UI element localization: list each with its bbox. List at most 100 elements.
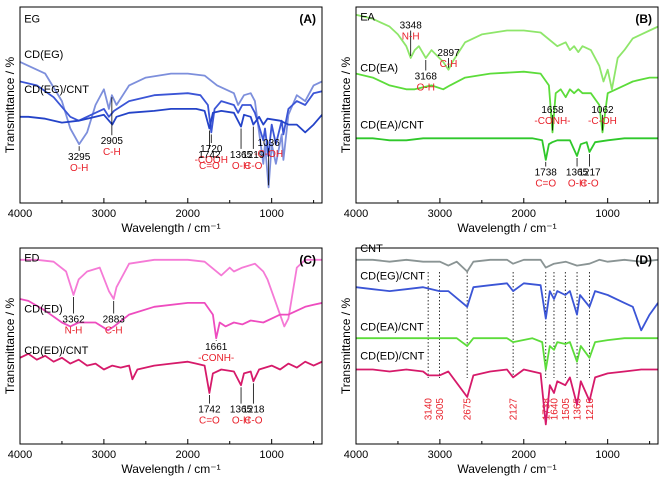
panel-tag: (C)	[299, 253, 316, 267]
peak-wavenumber: 1738	[535, 168, 558, 179]
peak-assignment: -CONH-	[198, 353, 234, 364]
peak-wavenumber: 1365	[230, 150, 253, 161]
series-label: EG	[24, 14, 40, 26]
peak-assignment: -CONH-	[534, 116, 570, 127]
peak-wavenumber: 2883	[103, 314, 126, 325]
peak-wavenumber: 1219	[242, 150, 265, 161]
x-tick-label: 4000	[8, 449, 32, 461]
x-tick-label: 3000	[428, 208, 452, 220]
peak-assignment: O-H	[232, 161, 250, 172]
panel-tag: (B)	[635, 12, 652, 26]
peak-assignment: C-O	[580, 179, 599, 190]
plot-frame	[355, 6, 659, 204]
x-tick-label: 2000	[176, 208, 200, 220]
x-tick-label: 2000	[176, 449, 200, 461]
x-axis-title: Wavelength / cm⁻¹	[457, 462, 556, 476]
x-axis-title: Wavelength / cm⁻¹	[121, 462, 220, 476]
peak-wavenumber: 1365	[566, 168, 589, 179]
peak-wavenumber: 1062	[591, 105, 614, 116]
peak-assignment: O-H	[70, 163, 88, 174]
x-tick-label: 3000	[428, 449, 452, 461]
spectrum-cd-eg-cnt	[20, 108, 322, 134]
peak-assignment: -C-OH	[588, 116, 617, 127]
spectrum-ed	[20, 258, 322, 328]
spectrum-cd-ed-cnt	[20, 352, 322, 394]
peak-assignment: C-H	[105, 325, 123, 336]
y-axis-title: Transmittance / %	[3, 57, 17, 154]
panel-tag: (A)	[299, 12, 316, 26]
spectrum-cd-ea-cnt	[356, 137, 658, 161]
y-axis-title: Transmittance / %	[3, 298, 17, 395]
plot-frame	[19, 247, 323, 445]
peak-wavenumber: 1218	[242, 405, 265, 416]
plot-frame	[19, 6, 323, 204]
panel-b: EACD(EA)CD(EA)/CNT3348N-H3168O-H2897C-H1…	[339, 6, 659, 235]
peak-wavenumber: 2897	[437, 48, 460, 59]
reference-label-2127: 2127	[509, 398, 520, 421]
peak-assignment: O-H	[568, 179, 586, 190]
peak-wavenumber: 1658	[541, 105, 564, 116]
reference-label-1505: 1505	[561, 398, 572, 421]
reference-label-3140: 3140	[424, 398, 435, 421]
reference-label-2675: 2675	[463, 398, 474, 421]
spectrum-cd-eg	[20, 80, 322, 157]
x-tick-label: 1000	[259, 208, 283, 220]
peak-assignment: O-H	[232, 416, 250, 427]
y-axis-title: Transmittance / %	[339, 298, 353, 395]
series-label: CNT	[360, 243, 383, 255]
peak-assignment: O-H	[417, 83, 435, 94]
series-label: CD(ED)	[24, 304, 63, 316]
reference-label-1640: 1640	[549, 398, 560, 421]
spectrum-cnt	[356, 258, 658, 273]
series-label: CD(EA)/CNT	[360, 120, 424, 132]
peak-wavenumber: 3295	[68, 152, 91, 163]
series-label: CD(EA)	[360, 63, 398, 75]
peak-wavenumber: 1365	[230, 405, 253, 416]
peak-wavenumber: 3348	[400, 21, 423, 32]
series-label: CD(EG)	[24, 49, 63, 61]
spectrum-eg	[20, 61, 322, 189]
peak-wavenumber: 3168	[415, 72, 438, 83]
series-label: CD(ED)/CNT	[24, 345, 88, 357]
peak-wavenumber: 1742	[198, 150, 221, 161]
plot-frame	[355, 247, 659, 445]
peak-assignment: C-H	[440, 59, 458, 70]
peak-assignment: N-H	[65, 325, 83, 336]
series-label: CD(EG)/CNT	[360, 270, 425, 282]
peak-assignment: C-H	[103, 147, 121, 158]
x-tick-label: 2000	[512, 449, 536, 461]
series-label: CD(EA)/CNT	[360, 321, 424, 333]
peak-assignment: C=O	[199, 161, 220, 172]
spectrum-cd-eg-cnt	[356, 282, 658, 332]
panel-a: EGCD(EG)CD(EG)/CNT3295O-H2905C-H1036-C-O…	[3, 6, 323, 235]
peak-assignment: -COOH	[195, 155, 228, 166]
x-tick-label: 4000	[344, 449, 368, 461]
peak-assignment: C-O	[244, 416, 263, 427]
peak-assignment: C=O	[199, 416, 220, 427]
x-tick-label: 1000	[595, 208, 619, 220]
y-axis-title: Transmittance / %	[339, 57, 353, 154]
series-label: ED	[24, 253, 39, 265]
x-tick-label: 3000	[92, 449, 116, 461]
spectrum-ea	[356, 13, 658, 91]
peak-wavenumber: 1742	[198, 405, 221, 416]
peak-assignment: -C-OH	[254, 149, 283, 160]
peak-assignment: N-H	[402, 32, 420, 43]
peak-wavenumber: 1720	[200, 144, 223, 155]
reference-label-1365: 1365	[573, 398, 584, 421]
x-tick-label: 3000	[92, 208, 116, 220]
x-tick-label: 1000	[259, 449, 283, 461]
reference-label-3005: 3005	[435, 398, 446, 421]
peak-wavenumber: 1036	[258, 138, 281, 149]
spectrum-cd-ea-cnt	[356, 337, 658, 371]
series-label: EA	[360, 12, 375, 24]
x-axis-title: Wavelength / cm⁻¹	[457, 221, 556, 235]
x-tick-label: 4000	[8, 208, 32, 220]
x-axis-title: Wavelength / cm⁻¹	[121, 221, 220, 235]
spectrum-cd-ed	[20, 298, 322, 340]
series-label: CD(EG)/CNT	[24, 84, 89, 96]
peak-wavenumber: 3362	[62, 314, 85, 325]
